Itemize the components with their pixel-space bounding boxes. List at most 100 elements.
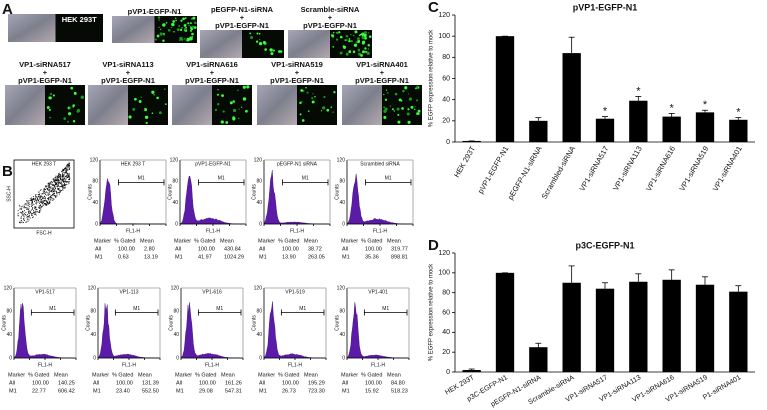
gate-label: M1 <box>49 306 56 312</box>
table-cell: M1 <box>176 388 184 394</box>
gfp-cell <box>384 107 388 111</box>
event-dot <box>56 194 58 196</box>
gfp-cell <box>48 108 51 112</box>
gfp-cell <box>361 32 365 36</box>
gfp-cell <box>240 106 243 108</box>
gfp-cell <box>193 26 197 29</box>
significance-mark: * <box>670 102 675 114</box>
event-dot <box>47 184 49 186</box>
event-dot <box>64 178 66 180</box>
gfp-cell <box>171 23 174 26</box>
table-cell: 13.19 <box>144 254 158 260</box>
event-dot <box>47 202 49 204</box>
event-dot <box>28 215 30 217</box>
axis-label: FL1-H <box>288 362 302 368</box>
event-dot <box>41 196 43 198</box>
event-dot <box>59 189 61 191</box>
gfp-cell <box>366 51 370 55</box>
gate-label: M1 <box>382 306 389 312</box>
event-dot <box>59 190 61 192</box>
event-dot <box>33 213 35 215</box>
gfp-cell <box>348 39 351 43</box>
gfp-cell <box>189 22 192 25</box>
event-dot <box>55 182 57 184</box>
event-dot <box>28 213 30 215</box>
gfp-cell <box>256 32 259 35</box>
event-dot <box>61 183 63 185</box>
gfp-cell <box>360 54 363 57</box>
scatter-title: HEK 293 T <box>32 161 56 167</box>
event-dot <box>45 203 47 205</box>
table-cell: 38.72 <box>308 246 322 252</box>
gfp-cell <box>188 24 190 27</box>
event-dot <box>48 196 50 198</box>
event-dot <box>23 215 25 217</box>
table-cell: 23.40 <box>116 388 130 394</box>
gfp-cell <box>279 50 283 53</box>
event-dot <box>68 175 70 177</box>
gfp-cell <box>383 93 385 96</box>
gfp-cell <box>362 35 364 37</box>
event-dot <box>62 175 64 177</box>
gfp-cell <box>214 108 218 112</box>
histogram-title: VP1-401 <box>368 289 388 295</box>
gfp-cell <box>386 91 389 94</box>
gfp-cell <box>68 106 71 109</box>
table-header: Marker <box>258 372 275 378</box>
event-dot <box>43 204 45 206</box>
gfp-cell <box>414 105 416 108</box>
gfp-cell <box>144 115 149 119</box>
event-dot <box>31 203 33 205</box>
event-dot <box>55 175 57 177</box>
event-dot <box>57 175 59 177</box>
table-header: Mean <box>387 238 401 244</box>
event-dot <box>53 187 55 189</box>
gfp-cell <box>331 34 335 38</box>
gfp-cell <box>220 120 224 124</box>
event-dot <box>43 202 45 204</box>
bar <box>629 100 648 142</box>
event-dot <box>68 162 70 164</box>
event-dot <box>42 189 44 191</box>
axis-label: Counts <box>168 315 174 331</box>
gfp-cell <box>171 26 173 29</box>
sample-label: pVP1-EGFP-N1 <box>101 76 155 85</box>
gfp-cell <box>407 120 411 124</box>
event-dot <box>46 202 48 204</box>
axis-label: Counts <box>334 184 340 200</box>
event-dot <box>65 168 67 170</box>
y-tick-label: 40 <box>442 97 450 104</box>
bar <box>462 370 481 372</box>
event-dot <box>41 201 43 203</box>
event-dot <box>24 207 26 209</box>
event-dot <box>65 181 67 183</box>
event-dot <box>21 208 23 210</box>
gfp-cell <box>229 101 233 105</box>
event-dot <box>48 185 50 187</box>
table-header: % Gated <box>278 238 299 244</box>
brightfield-image <box>257 85 297 125</box>
event-dot <box>50 190 52 192</box>
event-dot <box>48 182 50 184</box>
brightfield-image <box>8 14 56 42</box>
event-dot <box>43 203 45 205</box>
histogram-title: VP1-517 <box>35 289 55 295</box>
count-tick-label: 120 <box>90 157 99 163</box>
gfp-cell <box>222 110 225 113</box>
count-tick-label: 80 <box>173 309 179 315</box>
table-cell: 26.73 <box>282 388 296 394</box>
bar <box>562 53 581 142</box>
gfp-cell <box>151 90 155 94</box>
event-dot <box>23 212 25 214</box>
gfp-cell <box>217 89 219 91</box>
event-dot <box>47 189 49 191</box>
event-dot <box>58 174 60 176</box>
sample-label: VP1-siRNA519 <box>271 60 323 69</box>
event-dot <box>30 197 32 199</box>
event-dot <box>57 188 59 190</box>
event-dot <box>28 214 30 216</box>
event-dot <box>64 169 66 171</box>
event-dot <box>56 180 58 182</box>
event-dot <box>38 200 40 202</box>
event-dot <box>54 185 56 187</box>
